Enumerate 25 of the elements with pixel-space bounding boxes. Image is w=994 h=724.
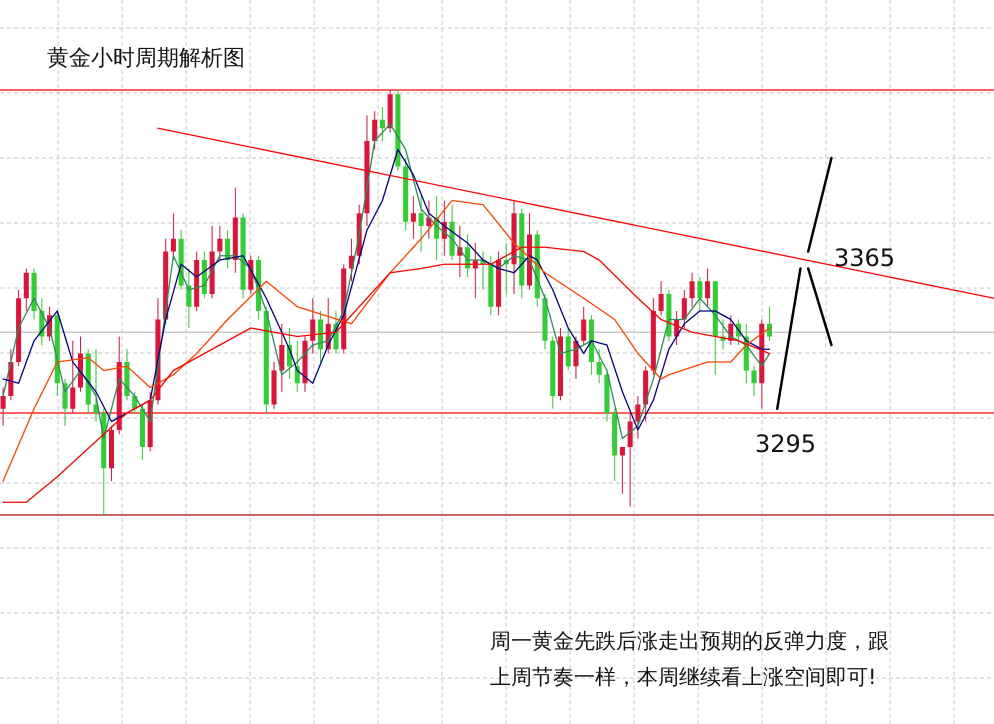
candlestick [635, 396, 640, 439]
chart-title: 黄金小时周期解析图 [47, 46, 245, 71]
annotation: 3295 [755, 430, 816, 458]
annotation: 3365 [834, 244, 896, 272]
candlestick [690, 272, 695, 308]
candlestick [658, 280, 664, 316]
candlestick [410, 196, 416, 240]
candlestick [581, 306, 586, 346]
candlestick [380, 106, 385, 142]
candlestick [372, 110, 378, 150]
candlestick [0, 387, 6, 426]
candlestick [170, 212, 176, 260]
candlestick [682, 289, 687, 328]
candlestick [70, 340, 76, 414]
candlestick [766, 306, 772, 342]
candlestick [217, 226, 222, 260]
candlestick [418, 196, 424, 252]
candlestick [186, 268, 192, 328]
candlestick [596, 348, 602, 384]
candlestick [697, 276, 702, 312]
candlestick [752, 366, 757, 396]
text: 周一黄金先跌后涨走出预期的反弹力度，跟上周节奏一样，本周继续看上涨空间即可! [490, 629, 889, 689]
candlestick [310, 298, 316, 354]
candlestick [705, 268, 710, 308]
candlestick [620, 446, 625, 494]
